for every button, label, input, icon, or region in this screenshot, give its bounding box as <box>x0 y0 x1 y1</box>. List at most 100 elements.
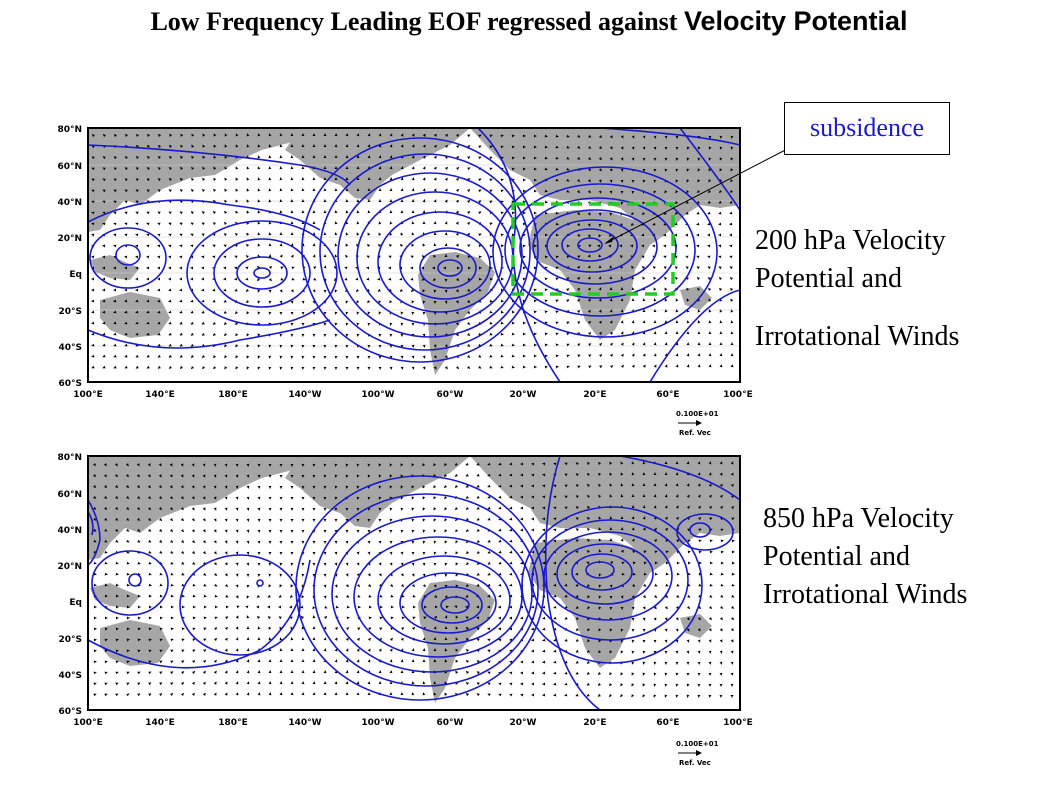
wind-vector-head <box>124 299 128 303</box>
wind-vector-head <box>367 463 371 467</box>
wind-vector-head <box>290 188 294 192</box>
wind-vector-head <box>620 287 624 291</box>
wind-vector-head <box>697 320 701 324</box>
wind-vector-head <box>146 365 150 369</box>
wind-vector-head <box>730 364 734 368</box>
wind-vector-head <box>257 177 261 181</box>
wind-vector-head <box>400 366 404 370</box>
wind-vector-head <box>620 146 624 150</box>
wind-vector-head <box>389 133 393 137</box>
wind-vector-head <box>257 289 261 293</box>
wind-vector-head <box>312 333 316 337</box>
wind-vector-head <box>500 189 504 193</box>
wind-vector-head <box>290 344 294 348</box>
wind-vector-head <box>489 189 493 193</box>
wind-vector-head <box>135 266 139 270</box>
wind-vector-head <box>456 134 459 138</box>
wind-vector-head <box>202 155 206 159</box>
wind-vector-head <box>500 365 504 369</box>
wind-vector-head <box>223 255 227 259</box>
wind-vector-head <box>290 333 294 337</box>
wind-vector-head <box>201 244 205 248</box>
wind-vector-head <box>268 166 272 170</box>
lat-label: 60°S <box>58 379 82 389</box>
wind-vector-head <box>619 244 623 248</box>
wind-vector-head <box>190 332 194 336</box>
wind-vector-head <box>169 156 173 160</box>
wind-vector-head <box>246 188 250 192</box>
wind-vector-head <box>323 463 327 467</box>
wind-vector-head <box>664 309 668 313</box>
lon-label: 100°E <box>723 390 752 400</box>
wind-vector-head <box>432 266 436 270</box>
wind-vector-head <box>422 243 426 247</box>
wind-vector-head <box>555 343 559 347</box>
wind-vector-head <box>279 289 283 293</box>
wind-vector-head <box>697 331 701 335</box>
wind-vector-head <box>674 222 678 226</box>
wind-vector-head <box>421 266 425 270</box>
wind-vector-head <box>301 133 305 137</box>
wind-vector-head <box>533 145 537 149</box>
wind-vector-head <box>356 133 360 137</box>
wind-vector-head <box>136 463 140 467</box>
wind-vector-head <box>268 254 272 258</box>
wind-vector-head <box>290 254 294 258</box>
wind-vector-head <box>588 244 592 248</box>
wind-vector-head <box>146 299 150 303</box>
wind-vector-head <box>301 188 305 192</box>
wind-vector-head <box>147 167 150 171</box>
wind-vector-head <box>201 288 205 292</box>
wind-vector-head <box>91 200 95 204</box>
wind-vector-head <box>577 343 581 347</box>
wind-vector-head <box>224 211 228 214</box>
wind-vector-head <box>367 232 371 236</box>
wind-vector-head <box>246 144 250 148</box>
wind-vector-head <box>511 310 515 314</box>
wind-vector-head <box>279 300 283 304</box>
wind-vector-head <box>566 332 570 336</box>
wind-vector-head <box>730 135 734 139</box>
wind-vector-head <box>113 321 117 325</box>
wind-vector-head <box>587 168 591 171</box>
wind-vector-head <box>730 320 734 324</box>
wind-vector-head <box>674 233 678 237</box>
wind-vector-head <box>522 343 526 347</box>
wind-vector-head <box>664 277 668 280</box>
ref-vec-value: 0.100E+01 <box>676 410 719 418</box>
wind-vector-head <box>179 211 183 215</box>
wind-vector-head <box>587 223 591 227</box>
wind-vector-head <box>290 232 294 236</box>
wind-vector-head <box>157 299 161 303</box>
wind-vector-head <box>707 255 711 259</box>
wind-vector-head <box>500 288 504 292</box>
wind-vector-head <box>730 189 733 193</box>
wind-vector-head <box>422 289 426 293</box>
wind-vector-head <box>157 255 161 259</box>
wind-vector-head <box>378 344 382 348</box>
wind-vector-head <box>345 243 349 247</box>
wind-vector-head <box>456 145 459 149</box>
wind-vector-head <box>642 266 646 270</box>
wind-vector-head <box>136 156 139 160</box>
wind-vector-head <box>257 243 261 247</box>
wind-vector-head <box>719 309 723 313</box>
wind-vector-head <box>675 168 679 172</box>
wind-vector-head <box>102 321 106 325</box>
wind-vector-head <box>102 310 106 314</box>
wind-vector-head <box>467 365 470 369</box>
wind-vector-head <box>268 266 272 270</box>
wind-vector-head <box>102 255 106 259</box>
wind-vector-head <box>91 332 95 336</box>
wind-vector-head <box>157 288 161 292</box>
wind-vector-head <box>642 353 646 357</box>
wind-vector-head <box>136 134 140 138</box>
wind-vector-head <box>312 144 316 148</box>
wind-vector-head <box>566 288 570 292</box>
wind-vector-head <box>422 221 426 224</box>
wind-vector-head <box>555 365 559 369</box>
wind-vector-head <box>719 277 722 281</box>
wind-vector-head <box>544 200 548 204</box>
wind-vector-head <box>522 145 526 149</box>
wind-vector-head <box>433 145 437 148</box>
